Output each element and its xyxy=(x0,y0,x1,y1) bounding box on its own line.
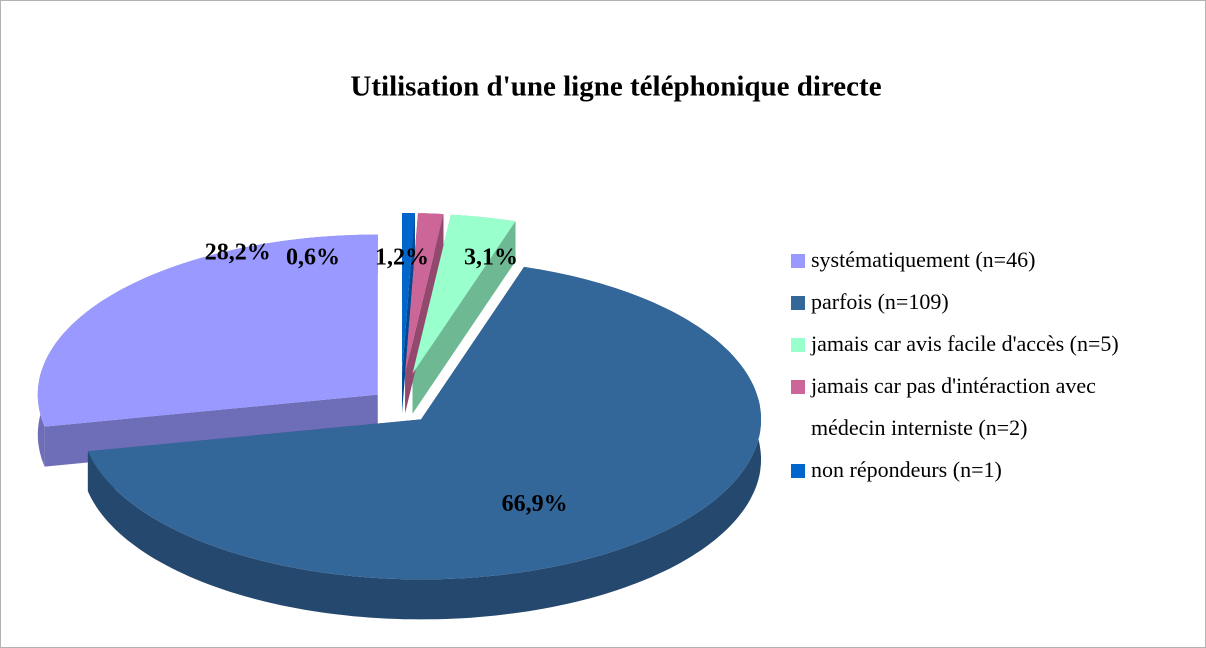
legend-item: jamais car pas d'intéraction avec médeci… xyxy=(791,365,1151,449)
data-label: 66,9% xyxy=(502,491,568,517)
legend-swatch xyxy=(791,338,805,352)
slice xyxy=(412,214,516,374)
slice-side xyxy=(412,221,516,414)
slice-side xyxy=(405,214,444,414)
legend-swatch xyxy=(791,296,805,310)
legend-label: non répondeurs (n=1) xyxy=(811,457,1002,482)
legend-item: non répondeurs (n=1) xyxy=(791,449,1151,491)
legend-label: systématiquement (n=46) xyxy=(811,247,1036,272)
data-label: 28,2% xyxy=(205,240,271,266)
legend-swatch xyxy=(791,254,805,268)
slice-side xyxy=(402,213,415,414)
slice xyxy=(87,266,761,580)
legend-label: parfois (n=109) xyxy=(811,289,949,314)
legend-item: systématiquement (n=46) xyxy=(791,239,1151,281)
chart-title: Utilisation d'une ligne téléphonique dir… xyxy=(350,71,881,103)
slice xyxy=(405,213,444,374)
legend-swatch xyxy=(791,380,805,394)
data-label: 0,6% xyxy=(286,245,340,271)
legend-item: parfois (n=109) xyxy=(791,281,1151,323)
legend: systématiquement (n=46) parfois (n=109) ja… xyxy=(791,239,1151,491)
legend-label: jamais car avis facile d'accès (n=5) xyxy=(811,331,1119,356)
slice xyxy=(37,234,378,427)
legend-swatch xyxy=(791,464,805,478)
data-label: 3,1% xyxy=(464,245,518,271)
slice xyxy=(402,213,415,374)
legend-label: jamais car pas d'intéraction avec médeci… xyxy=(811,373,1096,440)
data-label: 1,2% xyxy=(375,245,429,271)
legend-item: jamais car avis facile d'accès (n=5) xyxy=(791,323,1151,365)
